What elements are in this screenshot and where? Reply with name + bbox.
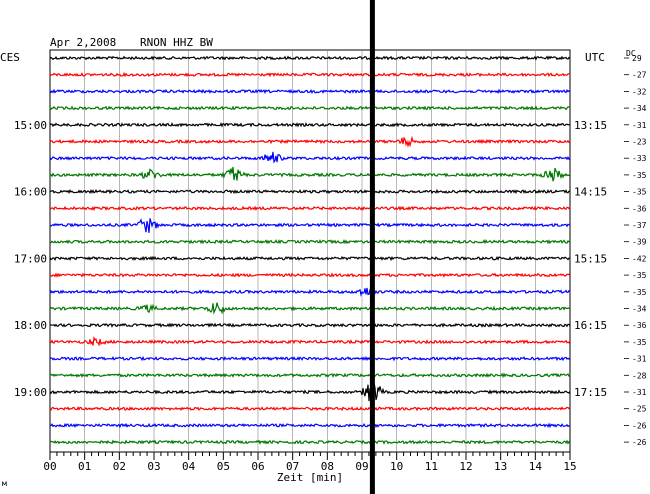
left-timezone-label: CES: [0, 51, 20, 64]
trace-0: [49, 55, 571, 61]
x-tick-label-14: 14: [529, 460, 543, 473]
trace-17: [49, 336, 571, 347]
dc-offset-label: -23: [632, 138, 647, 147]
left-time-label: 17:00: [14, 252, 47, 265]
trace-9: [49, 205, 571, 212]
x-tick-label-10: 10: [390, 460, 403, 473]
dc-offset-label: -27: [632, 71, 647, 80]
trace-2: [49, 88, 571, 95]
x-tick-label-07: 07: [286, 460, 299, 473]
header-station: RNON HHZ BW: [140, 36, 213, 49]
right-time-label: 15:15: [574, 252, 607, 265]
dc-label: DC: [626, 49, 636, 58]
dc-offset-label: -32: [632, 87, 647, 96]
trace-13: [49, 272, 571, 278]
dc-offset-label: -34: [632, 104, 647, 113]
x-tick-label-00: 00: [43, 460, 56, 473]
trace-10: [49, 218, 571, 233]
x-tick-label-09: 09: [355, 460, 368, 473]
x-tick-label-01: 01: [78, 460, 91, 473]
trace-4: [49, 122, 571, 128]
x-tick-label-15: 15: [563, 460, 576, 473]
dc-offset-label: -26: [632, 438, 647, 447]
right-time-label: 14:15: [574, 186, 607, 199]
trace-20: [49, 380, 571, 402]
trace-11: [49, 238, 571, 245]
trace-19: [49, 372, 571, 379]
trace-1: [49, 71, 571, 78]
trace-8: [49, 188, 571, 195]
trace-7: [49, 166, 571, 182]
x-axis-label: Zeit [min]: [277, 471, 343, 484]
x-tick-label-11: 11: [425, 460, 438, 473]
dc-offset-label: -34: [632, 305, 647, 314]
x-tick-label-02: 02: [113, 460, 126, 473]
dc-offset-label: -31: [632, 388, 647, 397]
dc-offset-label: -36: [632, 204, 647, 213]
x-tick-label-03: 03: [147, 460, 160, 473]
dc-offset-label: 29: [632, 54, 642, 63]
x-tick-label-06: 06: [251, 460, 264, 473]
trace-15: [49, 302, 571, 315]
trace-22: [49, 422, 571, 429]
dc-offset-label: -31: [632, 355, 647, 364]
left-time-label: 18:00: [14, 319, 47, 332]
dc-offset-label: -35: [632, 271, 647, 280]
right-timezone-label: UTC: [585, 51, 605, 64]
x-tick-label-04: 04: [182, 460, 196, 473]
header-date: Apr 2,2008: [50, 36, 116, 49]
dc-offset-label: -37: [632, 221, 647, 230]
x-tick-label-13: 13: [494, 460, 507, 473]
trace-21: [49, 405, 571, 412]
right-time-label: 16:15: [574, 319, 607, 332]
dc-offset-label: -35: [632, 288, 647, 297]
dc-offset-label: -35: [632, 338, 647, 347]
dc-offset-label: -33: [632, 154, 647, 163]
trace-16: [49, 322, 571, 328]
dc-offset-label: -42: [632, 254, 647, 263]
dc-offset-label: -25: [632, 405, 647, 414]
right-time-label: 13:15: [574, 119, 607, 132]
x-tick-label-05: 05: [217, 460, 230, 473]
dc-offset-label: -35: [632, 188, 647, 197]
dc-offset-label: -26: [632, 421, 647, 430]
trace-6: [49, 151, 571, 164]
trace-14: [49, 287, 571, 297]
trace-5: [49, 135, 571, 148]
left-time-label: 16:00: [14, 186, 47, 199]
dc-offset-label: -31: [632, 121, 647, 130]
plot-frame: [49, 49, 571, 453]
corner-mark: м: [2, 479, 7, 488]
trace-12: [49, 255, 571, 262]
dc-offset-label: -36: [632, 321, 647, 330]
left-time-label: 19:00: [14, 386, 47, 399]
trace-23: [49, 439, 571, 445]
trace-3: [49, 105, 571, 111]
dc-offset-label: -28: [632, 371, 647, 380]
right-time-label: 17:15: [574, 386, 607, 399]
dc-offset-label: -35: [632, 171, 647, 180]
dc-offset-label: -39: [632, 238, 647, 247]
x-tick-label-12: 12: [459, 460, 472, 473]
trace-18: [49, 355, 571, 362]
x-tick-label-08: 08: [321, 460, 334, 473]
left-time-label: 15:00: [14, 119, 47, 132]
